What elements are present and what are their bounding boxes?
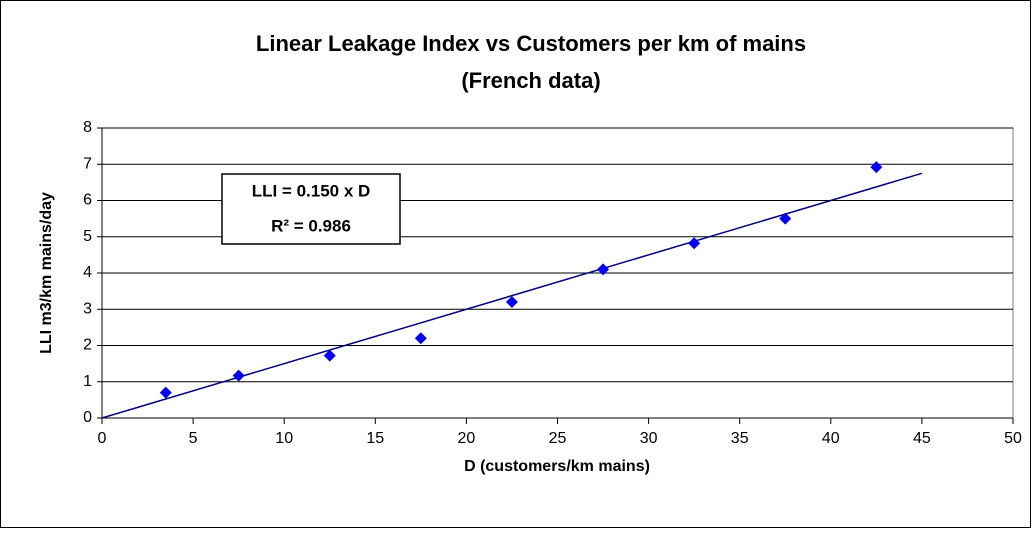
data-point — [323, 349, 336, 362]
x-tick-label: 50 — [1004, 430, 1022, 447]
x-tick-label: 25 — [549, 430, 567, 447]
x-tick-label: 10 — [275, 430, 293, 447]
x-tick-label: 40 — [822, 430, 840, 447]
x-tick-label: 5 — [189, 430, 198, 447]
x-tick-label: 15 — [366, 430, 384, 447]
x-tick-label: 30 — [640, 430, 658, 447]
annotation: R² = 0.986 — [271, 216, 351, 235]
x-tick-label: 35 — [731, 430, 749, 447]
chart-subtitle: (French data) — [461, 68, 600, 93]
data-point — [779, 212, 792, 225]
annotation: LLI = 0.150 x D — [252, 181, 371, 200]
data-point — [505, 296, 518, 308]
data-point — [688, 237, 701, 250]
y-tick-label: 5 — [83, 228, 92, 245]
y-axis-label: LLI m3/km mains/day — [38, 192, 55, 354]
y-tick-label: 6 — [83, 192, 92, 209]
y-tick-label: 4 — [83, 264, 92, 281]
data-point — [159, 386, 172, 399]
y-tick-label: 7 — [83, 155, 92, 172]
chart-title: Linear Leakage Index vs Customers per km… — [256, 31, 806, 56]
data-point — [870, 161, 883, 174]
y-tick-label: 3 — [83, 300, 92, 317]
x-tick-label: 20 — [458, 430, 476, 447]
y-tick-label: 8 — [83, 119, 92, 136]
y-tick-label: 0 — [83, 409, 92, 426]
y-tick-label: 2 — [83, 337, 92, 354]
annotation-box — [221, 173, 401, 245]
y-tick-label: 1 — [83, 373, 92, 390]
data-point — [597, 263, 610, 276]
data-point — [232, 369, 245, 382]
x-tick-label: 0 — [98, 430, 107, 447]
x-axis-label: D (customers/km mains) — [464, 458, 650, 475]
x-tick-label: 45 — [913, 430, 931, 447]
data-point — [414, 332, 427, 345]
